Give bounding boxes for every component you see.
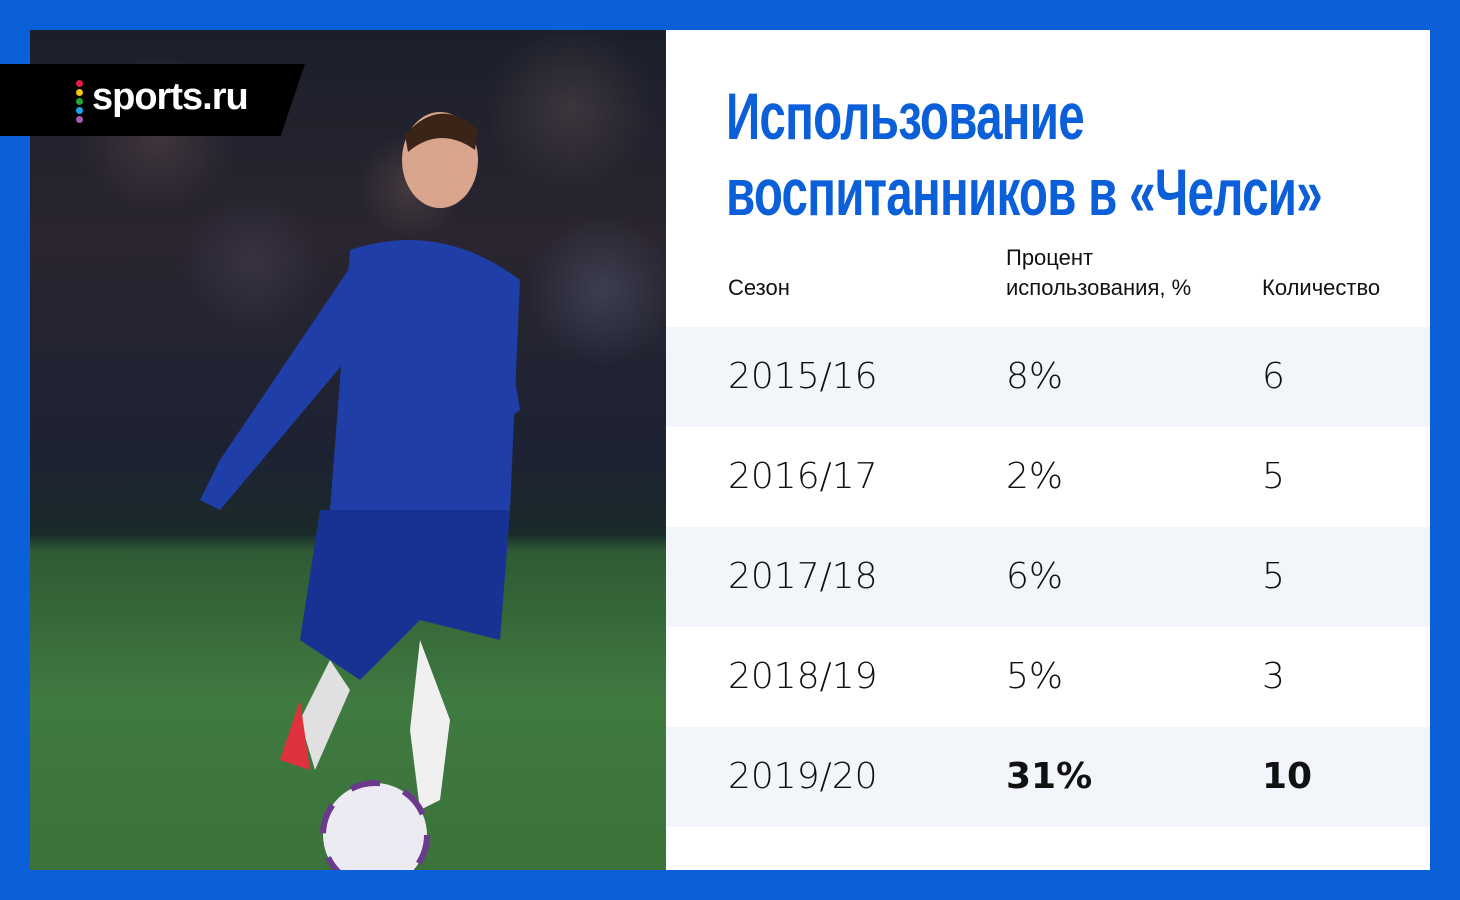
count-cell: 5 — [1262, 556, 1285, 597]
header-percent: Процент использования, % — [1006, 243, 1191, 303]
count-cell: 10 — [1262, 756, 1313, 797]
header-percent-line-1: Процент — [1006, 245, 1094, 270]
percent-cell: 5% — [1006, 656, 1064, 697]
table-row: 2015/16 8% 6 — [666, 327, 1430, 427]
stats-panel: Использование воспитанников в «Челси» Се… — [666, 30, 1430, 870]
count-cell: 3 — [1262, 656, 1285, 697]
season-cell: 2018/19 — [728, 656, 878, 697]
count-cell: 5 — [1262, 456, 1285, 497]
header-count: Количество — [1262, 275, 1381, 300]
table-row: 2016/17 2% 5 — [666, 427, 1430, 527]
table-row: 2019/20 31% 10 — [666, 727, 1430, 827]
season-cell: 2015/16 — [728, 356, 878, 397]
count-cell: 6 — [1262, 356, 1285, 397]
player-photo — [30, 30, 666, 870]
title-line-1: Использование — [726, 79, 1085, 153]
header-season: Сезон — [728, 275, 790, 300]
percent-cell: 6% — [1006, 556, 1064, 597]
brand-logo: sports.ru — [0, 64, 305, 136]
logo-text: sports.ru — [92, 76, 249, 118]
season-cell: 2017/18 — [728, 556, 878, 597]
season-cell: 2019/20 — [728, 756, 878, 797]
percent-cell: 8% — [1006, 356, 1064, 397]
page-title: Использование воспитанников в «Челси» — [726, 78, 1323, 230]
title-line-2: воспитанников в «Челси» — [726, 155, 1323, 229]
table-row: 2018/19 5% 3 — [666, 627, 1430, 727]
player-figure — [200, 112, 520, 870]
percent-cell: 31% — [1006, 756, 1093, 797]
table-row: 2017/18 6% 5 — [666, 527, 1430, 627]
season-cell: 2016/17 — [728, 456, 878, 497]
header-percent-line-2: использования, % — [1006, 275, 1192, 300]
logo-dots-icon — [76, 80, 84, 125]
percent-cell: 2% — [1006, 456, 1064, 497]
